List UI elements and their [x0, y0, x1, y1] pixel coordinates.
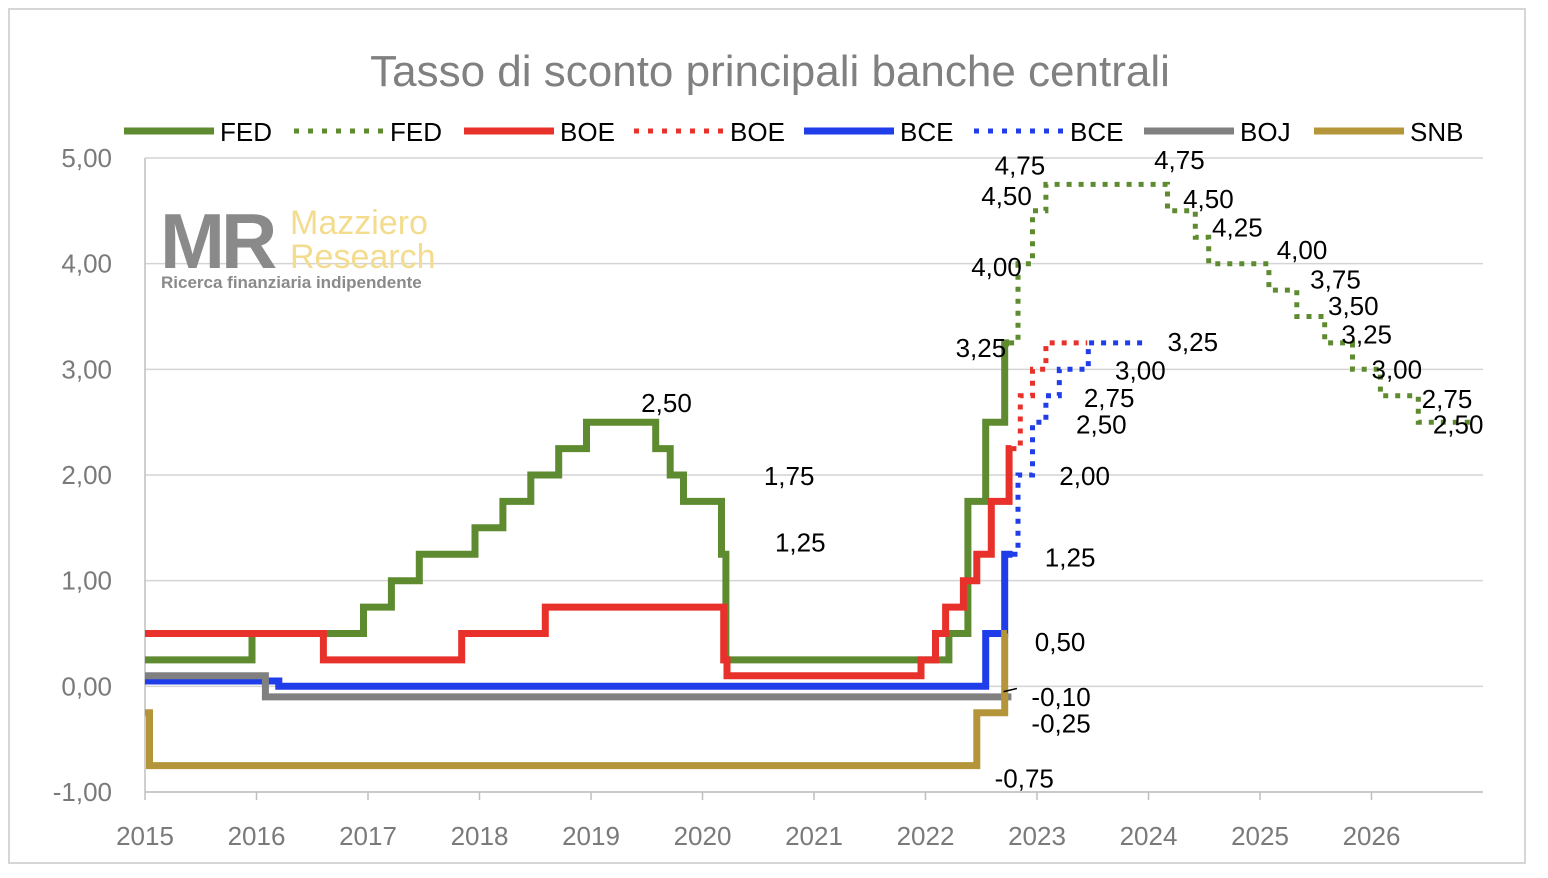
y-tick-label: 2,00 — [61, 460, 112, 490]
data-label: -0,10 — [1031, 682, 1090, 712]
legend-label: BOE — [730, 117, 785, 147]
data-label: 3,00 — [1372, 354, 1423, 384]
series-fed-dotted-line — [1009, 181, 1472, 425]
data-label: 1,25 — [1045, 542, 1096, 572]
data-labels: 2,501,751,254,754,504,003,254,754,504,25… — [641, 145, 1483, 793]
legend-item-bce-dotted: BCE — [974, 117, 1123, 147]
legend-label: BCE — [900, 117, 953, 147]
legend-label: BOJ — [1240, 117, 1291, 147]
y-tick-label: 1,00 — [61, 566, 112, 596]
legend-label: BCE — [1070, 117, 1123, 147]
legend-item-boe-solid: BOE — [464, 117, 615, 147]
data-label: -0,25 — [1031, 708, 1090, 738]
y-tick-label: 3,00 — [61, 354, 112, 384]
y-tick-label: 0,00 — [61, 671, 112, 701]
data-label: 4,25 — [1212, 213, 1263, 243]
data-label: 4,50 — [981, 181, 1032, 211]
data-label: 2,75 — [1422, 384, 1473, 414]
logo-tagline: Ricerca finanziaria indipendente — [161, 273, 422, 292]
series-boe-solid-line — [145, 445, 1013, 680]
y-tick-label: -1,00 — [53, 777, 112, 807]
logo-mark: MR — [160, 197, 276, 285]
x-tick-label: 2025 — [1231, 821, 1289, 851]
x-tick-label: 2023 — [1008, 821, 1066, 851]
legend-label: SNB — [1410, 117, 1463, 147]
data-label: 2,50 — [1433, 409, 1484, 439]
data-label: 3,75 — [1310, 265, 1361, 295]
chart-frame — [8, 8, 1526, 864]
x-tick-label: 2021 — [785, 821, 843, 851]
x-tick-label: 2018 — [451, 821, 509, 851]
data-label: 3,00 — [1115, 355, 1166, 385]
x-tick-label: 2020 — [674, 821, 732, 851]
data-label: 4,00 — [971, 252, 1022, 282]
legend-item-bce-solid: BCE — [804, 117, 953, 147]
series-boj-solid-line — [145, 672, 1012, 701]
y-tick-label: 4,00 — [61, 249, 112, 279]
series-boe-dotted-line — [1011, 340, 1088, 452]
data-label: 3,25 — [1167, 327, 1218, 357]
y-axis: -1,00 0,00 1,00 2,00 3,00 4,00 5,00 — [53, 143, 146, 807]
data-label: 2,50 — [641, 388, 692, 418]
data-label: -0,75 — [995, 763, 1054, 793]
legend-item-boj-solid: BOJ — [1144, 117, 1291, 147]
x-tick-label: 2022 — [897, 821, 955, 851]
legend-item-fed-dotted: FED — [294, 117, 442, 147]
logo-name-line1: Mazziero — [290, 204, 428, 242]
legend-label: FED — [220, 117, 272, 147]
legend-item-boe-dotted: BOE — [634, 117, 785, 147]
chart-title: Tasso di sconto principali banche centra… — [370, 47, 1170, 96]
x-tick-label: 2019 — [562, 821, 620, 851]
data-label: 3,50 — [1328, 291, 1379, 321]
mazziero-research-logo: MR Mazziero Research Ricerca finanziaria… — [160, 197, 436, 292]
legend: FED FED BOE BOE BCE BCE BOJ SNB — [124, 117, 1463, 147]
series-layer — [145, 181, 1472, 770]
series-fed-solid-line — [145, 339, 1010, 664]
x-axis: 2015 2016 2017 2018 2019 2020 2021 2022 2023 2024… — [116, 791, 1483, 851]
data-label: 4,00 — [1277, 235, 1328, 265]
data-label: 3,25 — [1341, 319, 1392, 349]
data-label: 4,75 — [1154, 145, 1205, 175]
x-tick-label: 2016 — [228, 821, 286, 851]
x-tick-label: 2024 — [1120, 821, 1178, 851]
data-label: 2,00 — [1059, 461, 1110, 491]
data-label: 4,50 — [1183, 184, 1234, 214]
logo-name-line2: Research — [290, 238, 436, 276]
data-label: 4,75 — [995, 150, 1046, 180]
data-label: 1,25 — [775, 528, 826, 558]
series-snb-solid-line — [145, 630, 1009, 770]
x-tick-label: 2017 — [339, 821, 397, 851]
data-label: 1,75 — [764, 461, 815, 491]
label-leader-line — [1003, 687, 1018, 693]
data-label: 3,25 — [956, 333, 1007, 363]
data-label: 2,75 — [1084, 383, 1135, 413]
series-bce-dotted-line — [1012, 340, 1149, 557]
legend-item-snb-solid: SNB — [1314, 117, 1463, 147]
data-label: 2,50 — [1076, 409, 1127, 439]
x-tick-label: 2015 — [116, 821, 174, 851]
legend-item-fed-solid: FED — [124, 117, 272, 147]
series-bce-solid-line — [145, 550, 1013, 690]
data-label: 0,50 — [1035, 627, 1086, 657]
legend-label: FED — [390, 117, 442, 147]
x-tick-label: 2026 — [1343, 821, 1401, 851]
legend-label: BOE — [560, 117, 615, 147]
y-tick-label: 5,00 — [61, 143, 112, 173]
